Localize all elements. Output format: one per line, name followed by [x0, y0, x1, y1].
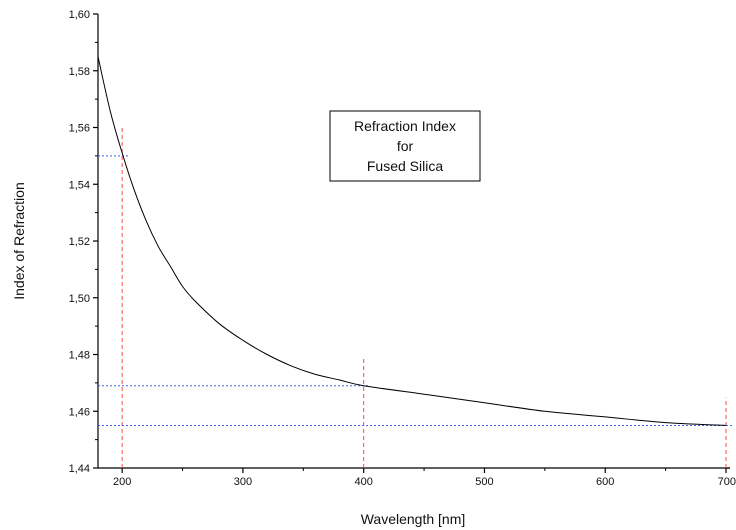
annotation-line-1: Refraction Index	[354, 118, 456, 134]
y-tick-label: 1,52	[69, 236, 90, 248]
plot-frame	[97, 14, 730, 469]
annotation-line-2: for	[397, 138, 414, 154]
x-tick-label: 700	[718, 476, 736, 488]
y-tick-label: 1,44	[69, 463, 90, 475]
x-tick-label: 300	[234, 476, 252, 488]
x-tick-label: 400	[355, 476, 373, 488]
y-tick-label: 1,46	[69, 406, 90, 418]
annotation-box: Refraction Index for Fused Silica	[329, 110, 481, 182]
y-axis-ticks: 1,44 1,46 1,48 1,50 1,52 1,54 1,56 1,58 1,60	[69, 9, 98, 475]
x-axis-title: Wavelength [nm]	[361, 511, 466, 527]
x-tick-label: 500	[475, 476, 493, 488]
y-axis-title: Index of Refraction	[11, 182, 27, 300]
annotation-line-3: Fused Silica	[367, 158, 443, 174]
x-tick-label: 600	[596, 476, 614, 488]
y-tick-label: 1,58	[69, 66, 90, 78]
y-tick-label: 1,50	[69, 293, 90, 305]
y-tick-label: 1,54	[69, 179, 90, 191]
y-tick-label: 1,48	[69, 350, 90, 362]
x-tick-label: 200	[113, 476, 131, 488]
refraction-curve	[97, 56, 727, 426]
y-tick-label: 1,56	[69, 123, 90, 135]
y-tick-label: 1,60	[69, 9, 90, 21]
x-axis-ticks: 200 300 400 500 600 700	[113, 467, 736, 488]
